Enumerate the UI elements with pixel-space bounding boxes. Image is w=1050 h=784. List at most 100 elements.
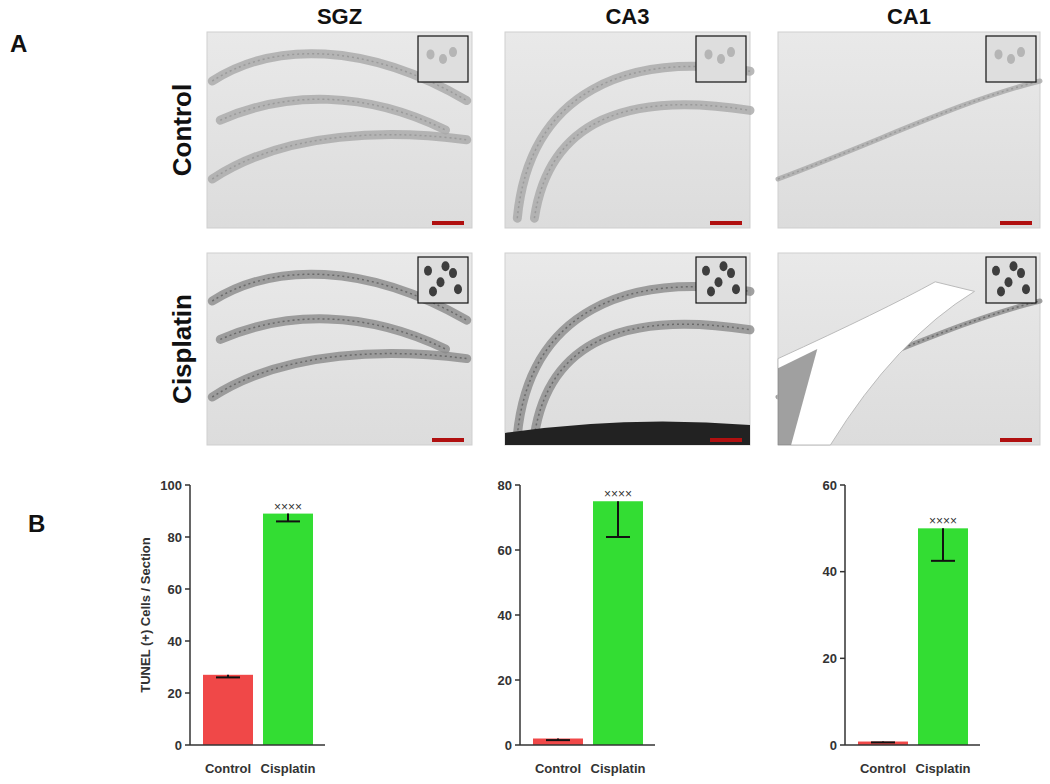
row-label: Cisplatin: [167, 294, 197, 404]
cell-layer: [778, 81, 1040, 179]
bar-chart: 020406080100ControlCisplatinTUNEL (+) Ce…: [138, 478, 325, 777]
cell-layer: [534, 324, 750, 435]
bar: [918, 528, 968, 745]
inset-cell: [1017, 268, 1025, 278]
cell-layer: [212, 135, 466, 179]
tick: [185, 692, 190, 694]
scale-bar: [432, 221, 464, 225]
panel-label: B: [28, 510, 45, 537]
bar: [263, 514, 313, 745]
plot-area: [203, 514, 313, 745]
tick-label: 60: [823, 478, 837, 493]
category-label: Control: [535, 761, 581, 776]
cell-layer: [517, 66, 750, 218]
image-frame: [778, 253, 1040, 445]
inset-cell: [1005, 277, 1013, 287]
inset-cell: [715, 277, 723, 287]
inset-cell: [1017, 47, 1025, 57]
error-cap: [546, 739, 570, 741]
inset-cell: [424, 266, 432, 276]
tick-label: 0: [830, 738, 837, 753]
inset-cell: [439, 54, 447, 64]
inset: [986, 36, 1036, 82]
inset: [418, 36, 468, 82]
cell-layer: [220, 319, 445, 349]
panel-label: A: [10, 30, 27, 57]
tick-label: 40: [498, 608, 512, 623]
y-axis: [189, 485, 191, 745]
tissue-edge: [505, 421, 750, 445]
inset-cell: [992, 266, 1000, 276]
scale-bar: [432, 438, 464, 442]
cell-layer: [212, 354, 466, 397]
scale-bar: [710, 221, 742, 225]
inset-cell: [717, 54, 725, 64]
tick-label: 40: [168, 634, 182, 649]
scale-bar: [1000, 221, 1032, 225]
inset-cell: [705, 49, 713, 59]
error-bar: [216, 675, 240, 678]
inset-cell: [732, 284, 740, 294]
cell-layer-texture: [212, 135, 466, 179]
bar: [203, 675, 253, 745]
inset-cell: [1010, 261, 1018, 271]
tick-label: 80: [168, 530, 182, 545]
cell-layer: [534, 105, 750, 219]
significance: ××××: [929, 514, 957, 528]
bar-chart: 0204060ControlCisplatin××××: [823, 478, 980, 777]
inset: [418, 257, 468, 303]
row-label: Control: [167, 84, 197, 176]
category-label: Cisplatin: [916, 761, 971, 776]
micrograph: [778, 253, 1040, 445]
tick: [515, 484, 520, 486]
cell-layer-texture: [220, 99, 445, 130]
cell-layer-texture: [534, 324, 750, 435]
scale-bar: [1000, 438, 1032, 442]
inset-cell: [427, 49, 435, 59]
error-bar: [276, 514, 300, 522]
image-frame: [505, 253, 750, 445]
cell-layer-texture: [212, 354, 466, 397]
error-line: [617, 501, 619, 537]
tick-label: 60: [168, 582, 182, 597]
error-line: [287, 514, 289, 522]
column-header: SGZ: [317, 4, 362, 29]
image-frame: [207, 32, 472, 228]
plot-area: [858, 528, 968, 745]
error-bar: [606, 501, 630, 537]
cell-layer-texture: [778, 81, 1040, 179]
category-label: Control: [860, 761, 906, 776]
inset-cell: [437, 277, 445, 287]
inset-cell: [449, 47, 457, 57]
inset-cell: [454, 284, 462, 294]
tick-label: 0: [175, 738, 182, 753]
inset-cell: [702, 266, 710, 276]
x-axis: [190, 744, 325, 746]
tick-label: 40: [823, 564, 837, 579]
category-label: Cisplatin: [591, 761, 646, 776]
tick: [515, 744, 520, 746]
inset-cell: [429, 287, 437, 297]
error-cap: [216, 676, 240, 678]
inset: [696, 257, 746, 303]
column-header: CA3: [605, 4, 649, 29]
tick-label: 20: [498, 673, 512, 688]
image-frame: [505, 32, 750, 228]
image-frame: [778, 32, 1040, 228]
tick: [515, 614, 520, 616]
tick-label: 100: [160, 478, 182, 493]
error-cap: [276, 520, 300, 522]
inset-cell: [995, 49, 1003, 59]
inset-cell: [449, 268, 457, 278]
category-label: Control: [205, 761, 251, 776]
bar: [533, 739, 583, 746]
error-line: [942, 528, 944, 561]
x-axis: [845, 744, 980, 746]
inset-cell: [1007, 54, 1015, 64]
inset-cell: [707, 287, 715, 297]
cell-layer: [517, 287, 750, 436]
error-bar: [871, 741, 895, 743]
axis-title: TUNEL (+) Cells / Section: [138, 537, 153, 692]
significance: ××××: [604, 487, 632, 501]
figure: ABSGZCA3CA1ControlCisplatin020406080100C…: [0, 0, 1050, 784]
